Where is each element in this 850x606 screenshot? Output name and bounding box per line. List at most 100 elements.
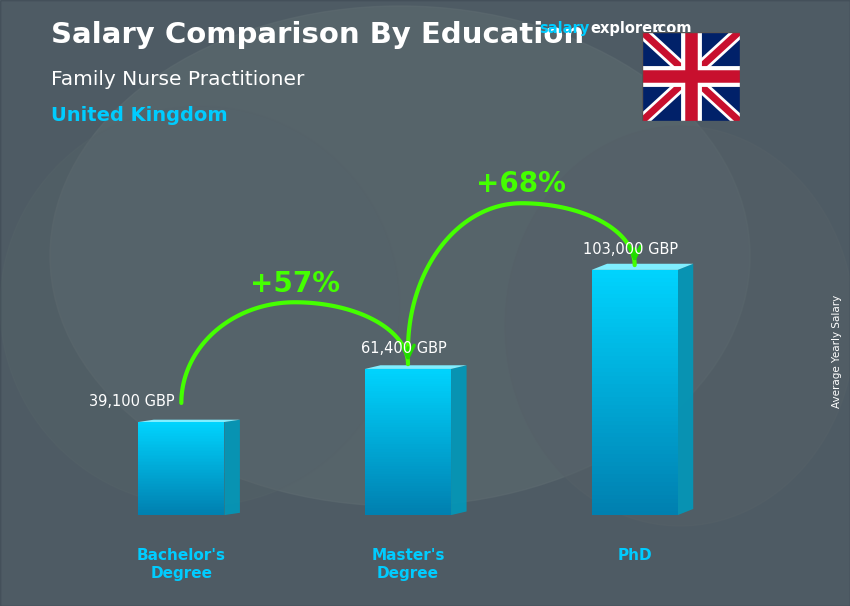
Bar bbox=[365, 498, 451, 501]
Polygon shape bbox=[451, 365, 467, 515]
Bar bbox=[592, 470, 677, 474]
Bar bbox=[592, 499, 677, 503]
Bar bbox=[592, 339, 677, 344]
Bar bbox=[365, 393, 451, 396]
Bar bbox=[139, 461, 224, 462]
Polygon shape bbox=[592, 264, 694, 270]
Bar bbox=[139, 487, 224, 488]
Bar bbox=[139, 438, 224, 439]
Bar bbox=[365, 381, 451, 384]
Bar bbox=[592, 315, 677, 319]
Bar bbox=[365, 447, 451, 449]
Bar bbox=[592, 462, 677, 466]
Bar bbox=[139, 467, 224, 468]
Bar bbox=[592, 274, 677, 278]
Bar bbox=[139, 512, 224, 513]
Bar bbox=[139, 425, 224, 427]
Text: .com: .com bbox=[653, 21, 692, 36]
Bar bbox=[592, 450, 677, 454]
Bar bbox=[592, 307, 677, 311]
Bar bbox=[365, 464, 451, 467]
Text: +68%: +68% bbox=[476, 170, 566, 198]
Bar bbox=[592, 295, 677, 299]
Bar bbox=[592, 454, 677, 458]
Bar bbox=[365, 459, 451, 462]
Bar bbox=[365, 425, 451, 427]
Bar bbox=[365, 430, 451, 432]
Bar bbox=[139, 441, 224, 442]
Bar bbox=[139, 501, 224, 503]
Bar bbox=[139, 470, 224, 471]
Bar bbox=[365, 442, 451, 444]
Bar bbox=[139, 448, 224, 450]
Bar bbox=[139, 499, 224, 501]
Bar bbox=[139, 496, 224, 498]
Bar bbox=[592, 384, 677, 388]
Bar bbox=[139, 430, 224, 431]
Bar bbox=[139, 422, 224, 424]
Bar bbox=[592, 290, 677, 295]
Bar bbox=[139, 435, 224, 436]
Bar bbox=[592, 351, 677, 356]
Ellipse shape bbox=[50, 6, 750, 506]
Bar bbox=[139, 509, 224, 510]
Bar bbox=[139, 428, 224, 430]
Bar bbox=[365, 491, 451, 493]
Bar bbox=[139, 456, 224, 458]
Bar bbox=[592, 388, 677, 393]
Bar bbox=[592, 511, 677, 515]
Bar bbox=[592, 494, 677, 499]
Bar bbox=[365, 454, 451, 457]
Bar bbox=[139, 504, 224, 506]
Bar bbox=[139, 468, 224, 470]
Polygon shape bbox=[365, 365, 467, 369]
Bar bbox=[592, 401, 677, 405]
Bar bbox=[139, 444, 224, 445]
Bar bbox=[365, 374, 451, 376]
Bar bbox=[365, 484, 451, 486]
Bar bbox=[592, 282, 677, 286]
Bar bbox=[365, 501, 451, 503]
Bar bbox=[592, 474, 677, 478]
Bar bbox=[592, 278, 677, 282]
Bar bbox=[365, 401, 451, 403]
Bar bbox=[365, 513, 451, 515]
Bar bbox=[365, 405, 451, 408]
Bar bbox=[365, 481, 451, 484]
Text: salary: salary bbox=[540, 21, 590, 36]
Bar bbox=[139, 445, 224, 447]
Bar bbox=[592, 487, 677, 491]
Bar bbox=[139, 459, 224, 461]
Bar bbox=[365, 384, 451, 386]
Bar bbox=[365, 398, 451, 401]
Bar bbox=[592, 368, 677, 372]
Bar bbox=[592, 478, 677, 482]
Bar bbox=[365, 391, 451, 393]
Bar bbox=[365, 410, 451, 413]
Bar bbox=[139, 447, 224, 448]
Bar bbox=[592, 327, 677, 331]
Bar bbox=[592, 323, 677, 327]
Bar bbox=[139, 503, 224, 504]
Bar bbox=[139, 495, 224, 496]
Bar bbox=[592, 302, 677, 307]
Bar bbox=[592, 413, 677, 417]
Bar bbox=[139, 490, 224, 492]
Bar bbox=[592, 360, 677, 364]
Bar bbox=[592, 319, 677, 323]
Bar bbox=[139, 510, 224, 512]
Bar bbox=[365, 503, 451, 505]
Bar bbox=[592, 433, 677, 438]
Bar bbox=[139, 493, 224, 495]
Bar bbox=[139, 513, 224, 515]
Bar bbox=[365, 457, 451, 459]
Bar bbox=[139, 506, 224, 507]
Bar bbox=[592, 507, 677, 511]
Bar bbox=[139, 436, 224, 438]
Bar bbox=[592, 380, 677, 384]
Bar bbox=[139, 431, 224, 433]
Bar bbox=[365, 376, 451, 379]
Bar bbox=[365, 486, 451, 488]
Text: 39,100 GBP: 39,100 GBP bbox=[88, 394, 174, 409]
Bar bbox=[592, 491, 677, 494]
